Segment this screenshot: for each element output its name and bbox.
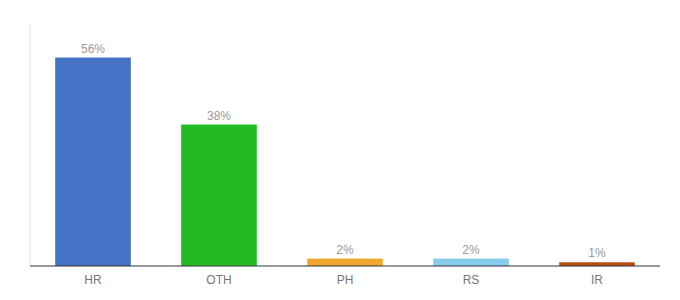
x-tick-label: PH: [337, 273, 354, 287]
x-axis-line: [30, 266, 660, 267]
y-axis-line: [30, 24, 31, 266]
data-label: 38%: [207, 109, 231, 123]
x-tick-label: OTH: [206, 273, 231, 287]
chart-svg: 56% 38% 2% 2% 1% HR OTH PH RS IR: [0, 0, 680, 300]
data-label: 2%: [336, 243, 354, 257]
chart-container: 56% 38% 2% 2% 1% HR OTH PH RS IR: [0, 0, 680, 300]
x-tick-label: IR: [591, 273, 603, 287]
bars: [55, 58, 635, 266]
bar: [559, 262, 635, 266]
bar: [307, 259, 383, 266]
x-tick-label: RS: [463, 273, 480, 287]
data-label: 2%: [462, 243, 480, 257]
bar: [55, 58, 131, 266]
bar: [433, 259, 509, 266]
data-label: 1%: [588, 246, 606, 260]
x-tick-label: HR: [84, 273, 102, 287]
data-label: 56%: [81, 42, 105, 56]
bar: [181, 125, 257, 266]
